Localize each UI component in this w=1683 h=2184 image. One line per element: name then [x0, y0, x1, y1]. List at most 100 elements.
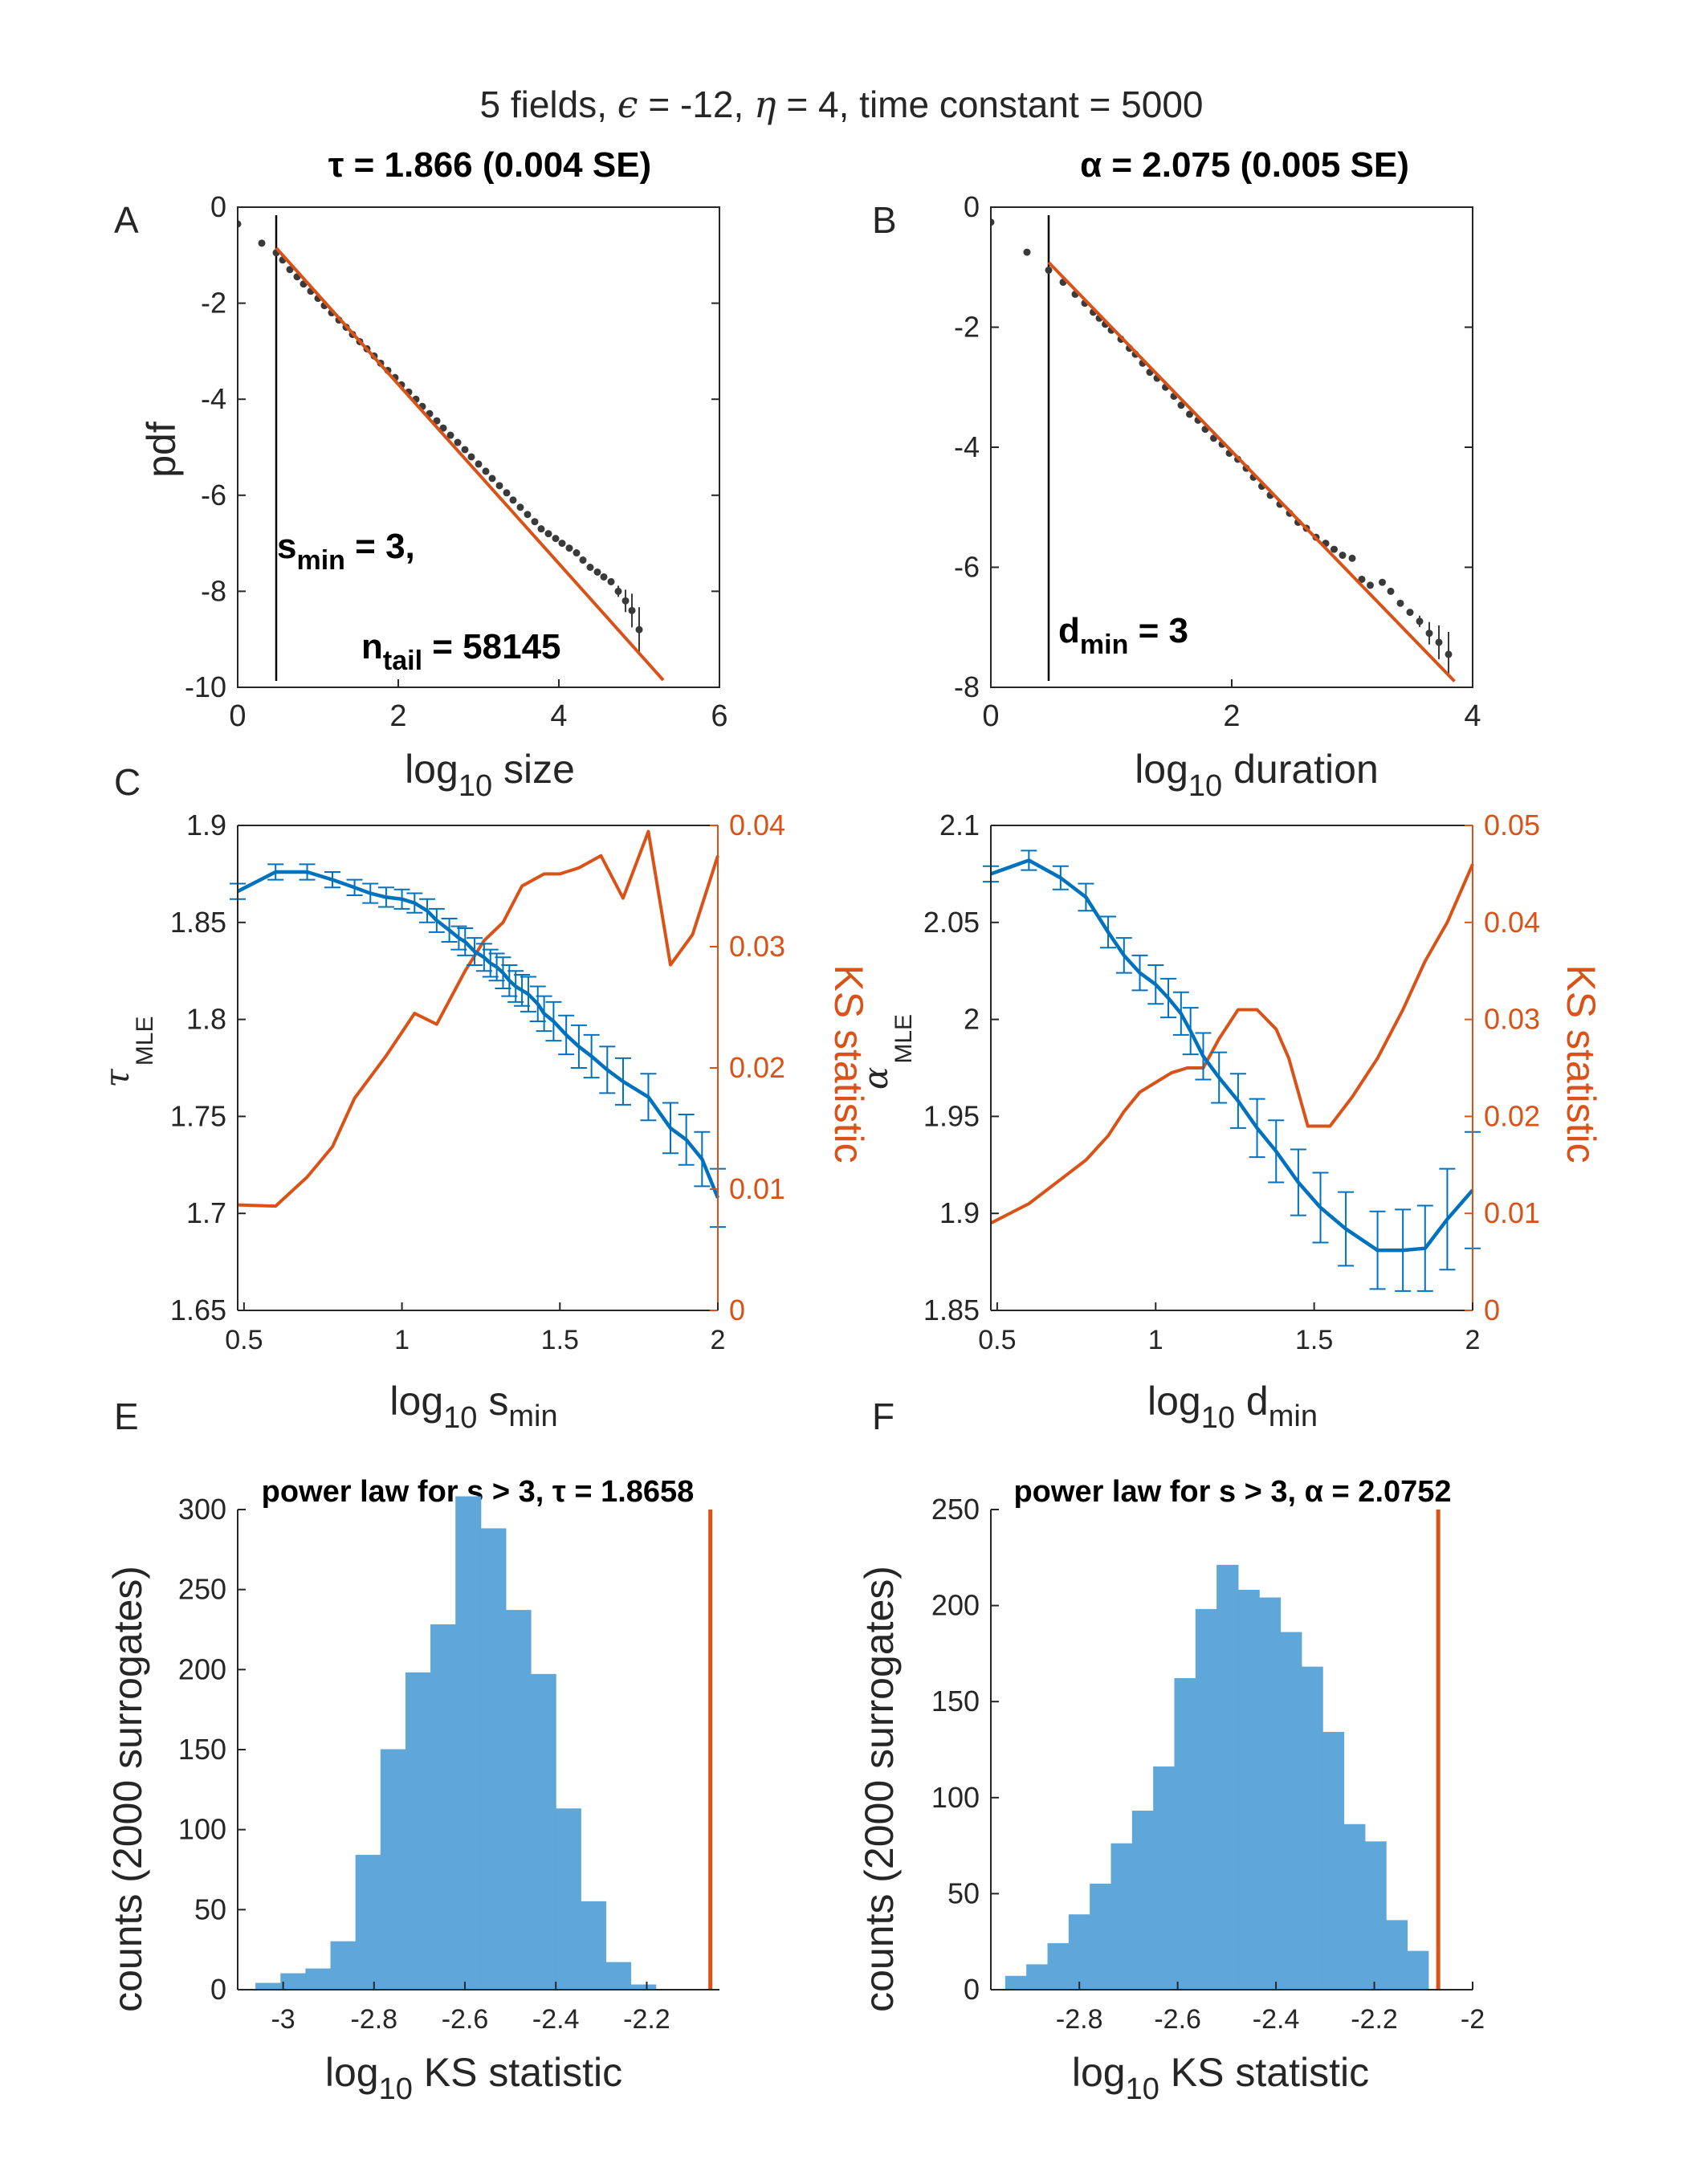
x-tick-label: -2.8: [351, 2004, 398, 2035]
x-tick-label: 1.5: [1295, 1325, 1333, 1355]
y-tick-label: -6: [201, 479, 226, 511]
y-left-tick-label: 2: [964, 1003, 980, 1036]
panel-d-ylabel-right: KS statistic: [1559, 964, 1604, 1163]
y-tick-label: 0: [964, 1973, 980, 2006]
panel-f-plot: 0 50 100 150 200 250 -2.8 -2.6 -2.4 -2.2 -2: [931, 1493, 1485, 2035]
data-point: [516, 503, 524, 511]
data-point: [537, 525, 545, 533]
data-point: [475, 460, 483, 468]
data-point: [495, 482, 503, 490]
panel-a-smin-label: smin = 3,: [277, 527, 415, 576]
y-right-tick-label: 0: [729, 1294, 745, 1326]
x-tick-label: 6: [711, 699, 727, 733]
panel-c-ylabel-right: KS statistic: [826, 964, 871, 1163]
histogram-bar: [1322, 1731, 1345, 1990]
y-tick-label: 300: [178, 1493, 226, 1526]
y-left-tick-label: 1.9: [186, 809, 226, 841]
histogram-bar: [1090, 1883, 1112, 1990]
data-point: [1387, 587, 1395, 595]
y-tick-label: 150: [931, 1685, 980, 1717]
data-point: [258, 239, 266, 247]
data-point: [1379, 578, 1386, 586]
y-tick-label: 0: [210, 190, 226, 223]
x-tick-label: 4: [1464, 699, 1481, 733]
data-point: [586, 564, 594, 571]
y-left-tick-label: 2.1: [939, 809, 980, 841]
data-point: [461, 446, 469, 454]
ks-statistic-line: [990, 863, 1474, 1225]
fit-line: [1047, 261, 1456, 682]
y-left-tick-label: 1.9: [939, 1196, 980, 1229]
x-tick-label: -2.4: [1253, 2004, 1300, 2035]
panel-a-ntail-label: ntail = 58145: [361, 627, 561, 676]
histogram-bar: [1195, 1608, 1218, 1990]
data-point: [1331, 545, 1338, 553]
data-point: [1023, 248, 1031, 256]
histogram-bar: [455, 1496, 482, 1990]
histogram-bar: [1385, 1920, 1408, 1990]
x-tick-label: -2.4: [532, 2004, 580, 2035]
panel-a-title: τ = 1.866 (0.004 SE): [328, 145, 651, 185]
data-point: [552, 535, 560, 543]
histogram-bar: [1047, 1943, 1070, 1990]
histogram-bar: [280, 1973, 307, 1990]
panel-c-plot: 1.65 1.7 1.75 1.8 1.85 1.9 0 0.01 0.02 0.03 0.04 0.…: [170, 809, 785, 1355]
y-tick-label: -10: [185, 670, 226, 703]
data-point: [509, 496, 517, 504]
y-right-tick-label: 0.03: [729, 930, 785, 963]
panel-a-plot: 0-2-4-6-8-100 2 4 6: [185, 190, 728, 733]
y-left-tick-label: 1.95: [923, 1099, 980, 1132]
panel-a-xlabel: log10 size: [405, 747, 575, 803]
data-point: [1177, 401, 1185, 410]
y-tick-label: 50: [194, 1893, 226, 1925]
data-point: [1045, 266, 1053, 274]
y-tick-label: -8: [201, 574, 226, 607]
panel-b-xlabel: log10 duration: [1135, 747, 1379, 803]
y-tick-label: 200: [178, 1652, 226, 1685]
data-point: [433, 417, 441, 425]
histogram-bar: [330, 1941, 357, 1990]
y-right-tick-label: 0: [1484, 1294, 1500, 1326]
y-right-tick-label: 0.02: [729, 1051, 785, 1084]
mle-line: [236, 870, 720, 1199]
data-point: [593, 568, 601, 576]
panel-letter-b: B: [872, 199, 897, 241]
mle-line: [990, 858, 1474, 1253]
y-left-tick-label: 1.85: [170, 906, 226, 939]
y-right-tick-label: 0.01: [1484, 1196, 1540, 1229]
histogram-bar: [1280, 1632, 1302, 1990]
y-right-tick-label: 0.01: [729, 1172, 785, 1205]
data-point: [446, 431, 454, 439]
x-tick-label: 4: [550, 699, 567, 733]
histogram-bar: [255, 1982, 282, 1990]
panel-d-xlabel: log10 dmin: [1147, 1379, 1318, 1435]
panel-c-xlabel: log10 smin: [389, 1379, 557, 1435]
y-right-tick-label: 0.03: [1484, 1003, 1540, 1036]
data-point: [467, 453, 475, 461]
data-point: [600, 572, 608, 581]
panel-letter-a: A: [114, 199, 139, 241]
y-tick-label: -2: [201, 287, 226, 320]
x-tick-label: -2: [1461, 2004, 1485, 2035]
x-tick-label: -2.2: [623, 2004, 670, 2035]
y-tick-label: 150: [178, 1733, 226, 1766]
y-tick-label: -6: [954, 551, 980, 584]
histogram-bar: [1131, 1811, 1155, 1990]
data-point: [1186, 410, 1193, 418]
y-tick-label: 0: [964, 190, 980, 223]
y-tick-label: 250: [178, 1573, 226, 1606]
y-right-tick-label: 0.05: [1484, 809, 1540, 841]
data-point: [607, 577, 615, 585]
histogram-bar: [1153, 1766, 1176, 1990]
x-tick-label: 0.5: [225, 1325, 263, 1355]
x-tick-label: -2.6: [1154, 2004, 1201, 2035]
data-point: [544, 530, 552, 538]
histogram-bar: [1258, 1597, 1282, 1990]
y-left-tick-label: 1.8: [186, 1003, 226, 1036]
x-tick-label: 2: [389, 699, 406, 733]
x-tick-label: 1: [1148, 1325, 1163, 1355]
data-point: [991, 218, 995, 226]
histogram-bar: [1005, 1975, 1028, 1990]
histogram-bar: [355, 1855, 381, 1990]
